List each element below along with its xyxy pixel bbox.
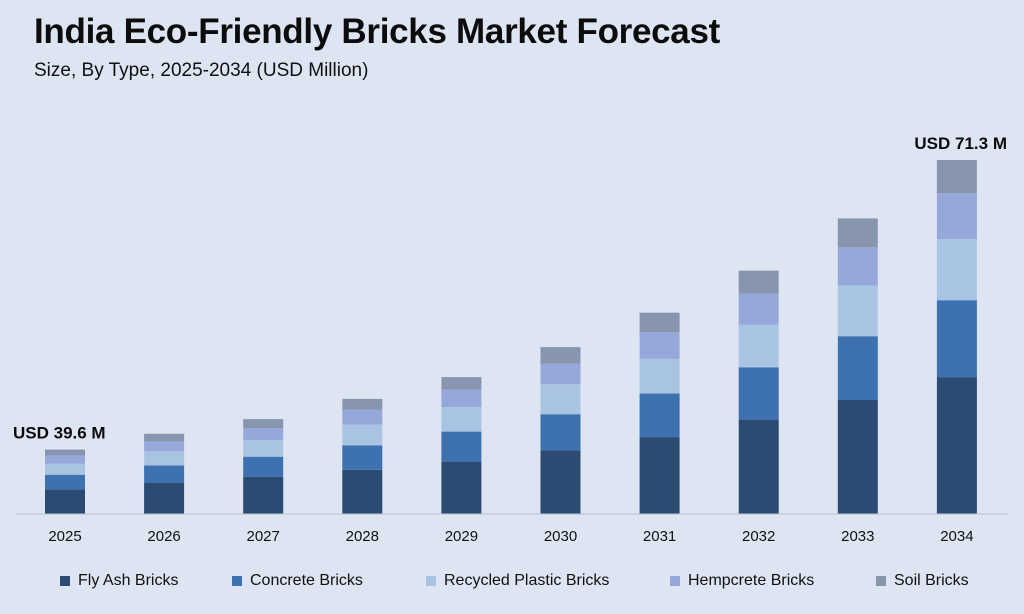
bar-segment-fly-ash-bricks-2028 (342, 469, 383, 514)
legend-item-recycled-plastic-bricks: Recycled Plastic Bricks (426, 572, 609, 590)
legend-label: Fly Ash Bricks (78, 572, 179, 589)
bar-segment-hempcrete-bricks-2026 (144, 441, 185, 452)
bar-segment-concrete-bricks-2027 (243, 456, 284, 477)
bar-segment-recycled-plastic-bricks-2025 (45, 463, 85, 475)
legend-swatch (232, 576, 242, 586)
bar-segment-soil-bricks-2026 (144, 433, 185, 442)
legend-swatch (60, 576, 70, 586)
annotation-total-2025: USD 39.6 M (13, 424, 106, 443)
bar-segment-fly-ash-bricks-2027 (243, 476, 284, 514)
bar-segment-fly-ash-bricks-2025 (45, 489, 85, 514)
legend-label: Hempcrete Bricks (688, 572, 815, 589)
x-tick-label: 2032 (742, 528, 775, 545)
bar-segment-soil-bricks-2032 (738, 270, 779, 294)
x-tick-labels: 2025 2026 2027 2028 2029 2030 2031 2032 2033 2034 (48, 528, 973, 545)
annotation-total-2034: USD 71.3 M (914, 134, 1007, 153)
bar-segment-recycled-plastic-bricks-2032 (738, 324, 779, 368)
bar-segment-hempcrete-bricks-2031 (639, 332, 680, 359)
legend-swatch (670, 576, 680, 586)
bar-segment-soil-bricks-2025 (45, 449, 85, 456)
bar-segment-concrete-bricks-2026 (144, 465, 185, 483)
x-tick-label: 2028 (346, 528, 379, 545)
bar-segment-concrete-bricks-2028 (342, 445, 383, 470)
chart-subtitle: Size, By Type, 2025-2034 (USD Million) (34, 60, 369, 81)
x-tick-label: 2033 (841, 528, 874, 545)
bar-segment-fly-ash-bricks-2026 (144, 482, 185, 514)
x-tick-label: 2027 (247, 528, 280, 545)
legend-item-hempcrete-bricks: Hempcrete Bricks (670, 572, 814, 590)
bar-segment-soil-bricks-2033 (837, 218, 878, 248)
bar-segment-soil-bricks-2028 (342, 398, 383, 410)
bar-segment-concrete-bricks-2030 (540, 414, 581, 451)
legend-swatch (426, 576, 436, 586)
bar-segment-hempcrete-bricks-2034 (936, 193, 977, 240)
bar-segment-concrete-bricks-2025 (45, 474, 85, 490)
bars-group (45, 160, 977, 514)
bar-segment-hempcrete-bricks-2025 (45, 455, 85, 464)
bar-segment-recycled-plastic-bricks-2031 (639, 358, 680, 394)
bar-segment-recycled-plastic-bricks-2026 (144, 451, 185, 466)
legend-label: Soil Bricks (894, 572, 969, 589)
annotations-group: USD 39.6 M USD 71.3 M (13, 134, 1007, 443)
legend-item-fly-ash-bricks: Fly Ash Bricks (60, 572, 178, 590)
x-tick-label: 2029 (445, 528, 478, 545)
bar-segment-recycled-plastic-bricks-2028 (342, 424, 383, 446)
bar-segment-concrete-bricks-2031 (639, 393, 680, 438)
bar-segment-soil-bricks-2031 (639, 312, 680, 333)
x-tick-label: 2031 (643, 528, 676, 545)
bar-segment-soil-bricks-2030 (540, 347, 581, 364)
bar-segment-soil-bricks-2029 (441, 377, 482, 390)
x-tick-label: 2030 (544, 528, 577, 545)
legend-item-concrete-bricks: Concrete Bricks (232, 572, 363, 590)
bar-segment-concrete-bricks-2033 (837, 336, 878, 400)
bar-segment-hempcrete-bricks-2033 (837, 247, 878, 286)
bar-segment-hempcrete-bricks-2029 (441, 389, 482, 408)
bar-segment-concrete-bricks-2029 (441, 431, 482, 462)
bar-segment-soil-bricks-2034 (936, 160, 977, 194)
legend-label: Recycled Plastic Bricks (444, 572, 610, 589)
bar-segment-hempcrete-bricks-2032 (738, 293, 779, 325)
bar-segment-fly-ash-bricks-2034 (936, 377, 977, 514)
x-tick-label: 2025 (48, 528, 81, 545)
bar-segment-fly-ash-bricks-2033 (837, 400, 878, 514)
bar-segment-fly-ash-bricks-2031 (639, 437, 680, 514)
bar-segment-recycled-plastic-bricks-2030 (540, 384, 581, 415)
x-tick-label: 2034 (940, 528, 973, 545)
bar-segment-hempcrete-bricks-2027 (243, 428, 284, 440)
bar-segment-recycled-plastic-bricks-2029 (441, 407, 482, 432)
x-tick-label: 2026 (147, 528, 180, 545)
bar-segment-soil-bricks-2027 (243, 419, 284, 429)
legend-item-soil-bricks: Soil Bricks (876, 572, 969, 590)
bar-segment-concrete-bricks-2034 (936, 300, 977, 378)
legend-swatch (876, 576, 886, 586)
bar-segment-hempcrete-bricks-2030 (540, 363, 581, 385)
bar-segment-fly-ash-bricks-2029 (441, 461, 482, 514)
bar-segment-fly-ash-bricks-2030 (540, 450, 581, 514)
bar-segment-concrete-bricks-2032 (738, 367, 779, 420)
bar-segment-hempcrete-bricks-2028 (342, 409, 383, 425)
bar-segment-fly-ash-bricks-2032 (738, 419, 779, 514)
chart-title: India Eco-Friendly Bricks Market Forecas… (34, 12, 720, 51)
bar-segment-recycled-plastic-bricks-2027 (243, 439, 284, 457)
bar-segment-recycled-plastic-bricks-2034 (936, 239, 977, 301)
legend-label: Concrete Bricks (250, 572, 363, 589)
bar-segment-recycled-plastic-bricks-2033 (837, 285, 878, 337)
chart-legend: Fly Ash Bricks Concrete Bricks Recycled Pl… (0, 572, 1024, 594)
